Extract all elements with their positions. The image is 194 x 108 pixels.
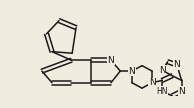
Text: N: N [129, 67, 135, 76]
Text: N: N [178, 87, 185, 96]
Text: N: N [108, 56, 114, 65]
Text: N: N [159, 66, 165, 75]
Text: HN: HN [156, 87, 168, 96]
Text: N: N [149, 78, 155, 87]
Text: N: N [174, 60, 180, 69]
